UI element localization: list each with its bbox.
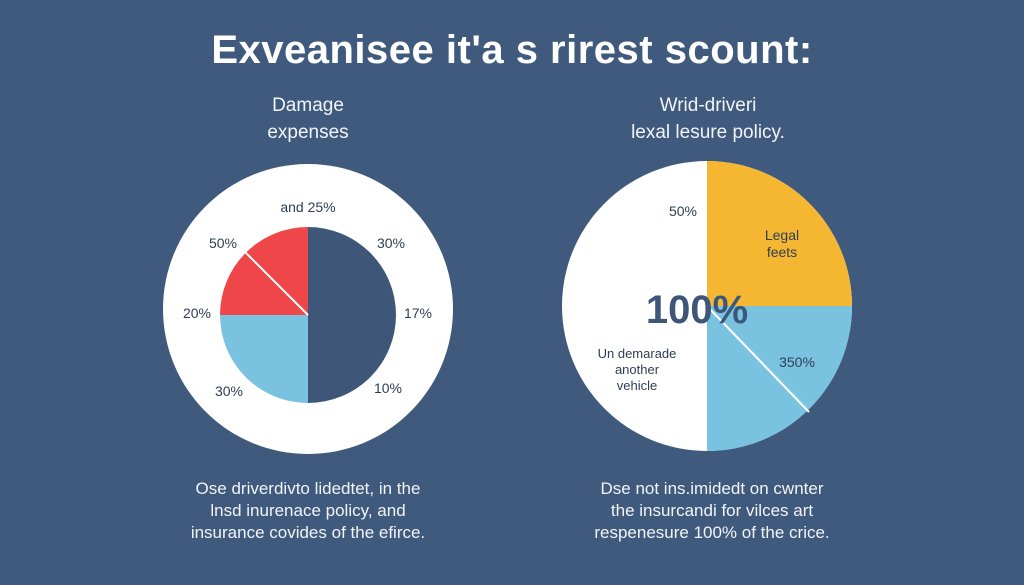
right-vehicle-label-line-1: Un demarade — [598, 346, 677, 361]
right-chart-title-line-1: Wrid-driveri — [659, 95, 757, 116]
left-chart-title-line-1: Damage — [272, 95, 344, 116]
right-caption-line-2: the insurcandi for vilces art — [610, 501, 814, 520]
right-center-label: 100% — [646, 288, 748, 332]
right-slice-light-blue-2 — [707, 306, 810, 451]
right-vehicle-label-line-2: another — [615, 362, 660, 377]
left-chart-title: Damage expenses — [148, 92, 468, 146]
right-label-bottom-right: 350% — [779, 354, 815, 370]
left-caption-line-2: lnsd inurenace policy, and — [210, 501, 406, 520]
right-chart-title-line-2: lexal lesure policy. — [631, 122, 785, 143]
left-slice-red-2 — [245, 227, 308, 315]
right-chart-title: Wrid-driveri lexal lesure policy. — [548, 92, 868, 146]
right-legal-label-line-1: Legal — [765, 227, 799, 243]
left-slice-dark-blue — [308, 227, 396, 403]
left-caption-line-3: insurance covides of the efirce. — [190, 523, 426, 542]
left-label-right-bottom: 10% — [374, 380, 402, 396]
right-slice-yellow — [707, 161, 852, 306]
left-label-left-mid: 20% — [183, 305, 211, 321]
left-donut-chart: and 25% 30% 17% 10% 30% 20% 50% — [163, 164, 453, 454]
right-legal-label-line-2: feets — [767, 244, 797, 260]
right-vehicle-label-line-3: vehicle — [617, 378, 657, 393]
left-chart-title-line-2: expenses — [267, 122, 349, 143]
right-pie-chart: 50% Legal feets 100% 350% Un demarade an… — [562, 161, 852, 451]
left-caption: Ose driverdivto lidedtet, in the lnsd in… — [118, 478, 498, 544]
left-label-left-bottom: 30% — [215, 383, 243, 399]
right-slice-divider — [706, 305, 810, 413]
left-label-top: and 25% — [280, 199, 335, 215]
left-slice-divider — [219, 226, 309, 316]
right-caption: Dse not ins.imidedt on cwnter the insurc… — [522, 478, 902, 544]
left-slice-red-1 — [220, 252, 308, 315]
left-label-right-top: 30% — [377, 235, 405, 251]
left-label-right-mid: 17% — [404, 305, 432, 321]
right-label-top-left: 50% — [669, 203, 697, 219]
left-caption-line-1: Ose driverdivto lidedtet, in the — [195, 479, 421, 498]
page-title: Exveanisee it'a s rirest scount: — [211, 28, 813, 72]
right-slice-light-blue-1 — [707, 306, 852, 409]
left-slice-light-blue — [220, 315, 308, 403]
right-caption-line-3: respenesure 100% of the crice. — [594, 523, 830, 542]
left-label-left-top: 50% — [209, 235, 237, 251]
right-caption-line-1: Dse not ins.imidedt on cwnter — [600, 479, 824, 498]
